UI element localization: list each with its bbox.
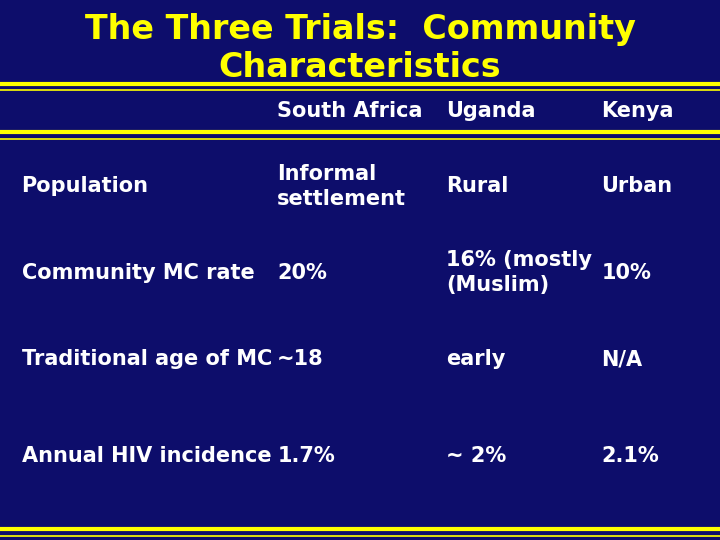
Text: 10%: 10% — [601, 262, 651, 283]
Text: The Three Trials:  Community: The Three Trials: Community — [84, 13, 636, 46]
Text: N/A: N/A — [601, 349, 642, 369]
Text: Population: Population — [22, 176, 148, 197]
Text: Community MC rate: Community MC rate — [22, 262, 254, 283]
Text: Kenya: Kenya — [601, 100, 674, 121]
Text: Characteristics: Characteristics — [219, 51, 501, 84]
Text: early: early — [446, 349, 505, 369]
Text: Urban: Urban — [601, 176, 672, 197]
Text: 1.7%: 1.7% — [277, 446, 335, 467]
Text: Traditional age of MC: Traditional age of MC — [22, 349, 272, 369]
Text: Rural: Rural — [446, 176, 509, 197]
Text: Informal
settlement: Informal settlement — [277, 164, 406, 208]
Text: ~18: ~18 — [277, 349, 324, 369]
Text: 16% (mostly
(Muslim): 16% (mostly (Muslim) — [446, 251, 593, 295]
Text: 20%: 20% — [277, 262, 327, 283]
Text: Uganda: Uganda — [446, 100, 536, 121]
Text: Annual HIV incidence: Annual HIV incidence — [22, 446, 271, 467]
Text: South Africa: South Africa — [277, 100, 423, 121]
Text: 2.1%: 2.1% — [601, 446, 659, 467]
Text: ~ 2%: ~ 2% — [446, 446, 507, 467]
